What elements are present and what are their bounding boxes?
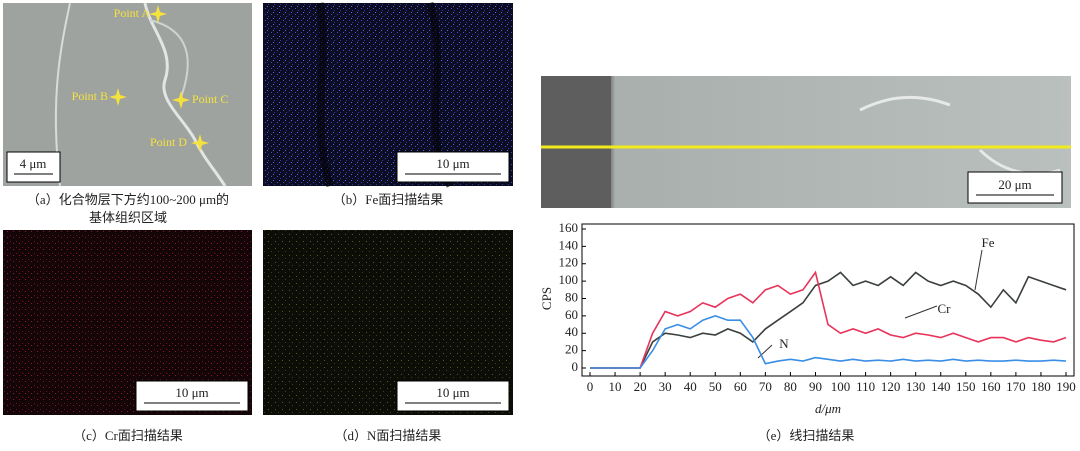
y-tick-label: 120	[559, 255, 579, 270]
series-label: N	[779, 336, 789, 351]
point-label: Point C	[192, 92, 228, 106]
x-tick-label: 100	[831, 379, 851, 394]
y-tick-label: 80	[565, 289, 578, 304]
x-tick-label: 0	[587, 379, 594, 394]
y-axis-label: CPS	[539, 287, 554, 310]
series-label: Fe	[982, 235, 995, 250]
y-tick-label: 20	[565, 342, 578, 357]
point-marker	[172, 91, 190, 109]
x-axis-label: d/μm	[815, 401, 841, 416]
leaders	[757, 249, 983, 359]
series-line	[590, 271, 1067, 369]
y-tick-label: 40	[565, 324, 578, 339]
caption: （b）Fe面扫描结果	[333, 192, 444, 207]
panel-e-image	[541, 76, 1071, 208]
caption: 基体组织区域	[89, 210, 167, 225]
y-tick-label: 0	[572, 359, 579, 374]
series-label: Cr	[938, 301, 952, 316]
panel-c-image	[3, 230, 252, 415]
x-tick-label: 130	[906, 379, 926, 394]
scale-bar-label: 20 μm	[998, 177, 1031, 192]
x-tick-label: 80	[784, 379, 797, 394]
caption: （a）化合物层下方约100~200 μm的	[27, 192, 229, 207]
panel-a-image	[3, 2, 252, 187]
x-tick-label: 30	[659, 379, 672, 394]
y-tick-label: 60	[565, 307, 578, 322]
plot-frame	[581, 223, 1075, 377]
point-marker	[191, 134, 209, 152]
x-tick-label: 170	[1006, 379, 1026, 394]
x-tick-label: 180	[1031, 379, 1051, 394]
x-tick-label: 10	[609, 379, 622, 394]
point-marker	[109, 88, 127, 106]
x-tick-label: 60	[734, 379, 747, 394]
y-tick-label: 100	[559, 272, 579, 287]
x-tick-label: 190	[1056, 379, 1076, 394]
x-tick-label: 150	[956, 379, 976, 394]
series-line	[590, 270, 1067, 369]
caption: （e）线扫描结果	[758, 428, 855, 443]
scale-bar-label: 10 μm	[175, 385, 208, 400]
point-label: Point A	[114, 6, 151, 20]
point-marker	[149, 5, 167, 23]
panel-d-image	[263, 230, 513, 415]
panel-b-image	[263, 2, 513, 188]
x-tick-label: 40	[684, 379, 697, 394]
series-line	[590, 315, 1067, 369]
x-tick-label: 50	[709, 379, 722, 394]
scale-bar-label: 10 μm	[436, 385, 469, 400]
y-tick-label: 160	[559, 220, 579, 235]
x-tick-label: 20	[634, 379, 647, 394]
y-tick-label: 140	[559, 237, 579, 252]
point-label: Point B	[72, 89, 108, 103]
x-tick-label: 70	[759, 379, 772, 394]
caption: （c）Cr面扫描结果	[73, 428, 183, 443]
x-tick-label: 140	[931, 379, 951, 394]
x-tick-label: 110	[856, 379, 875, 394]
x-tick-label: 120	[881, 379, 901, 394]
x-tick-label: 90	[809, 379, 822, 394]
scale-bar-label: 10 μm	[436, 156, 469, 171]
caption: （d）N面扫描结果	[335, 428, 442, 443]
point-label: Point D	[150, 135, 187, 149]
x-tick-label: 160	[981, 379, 1001, 394]
scale-bar-label: 4 μm	[20, 156, 47, 171]
